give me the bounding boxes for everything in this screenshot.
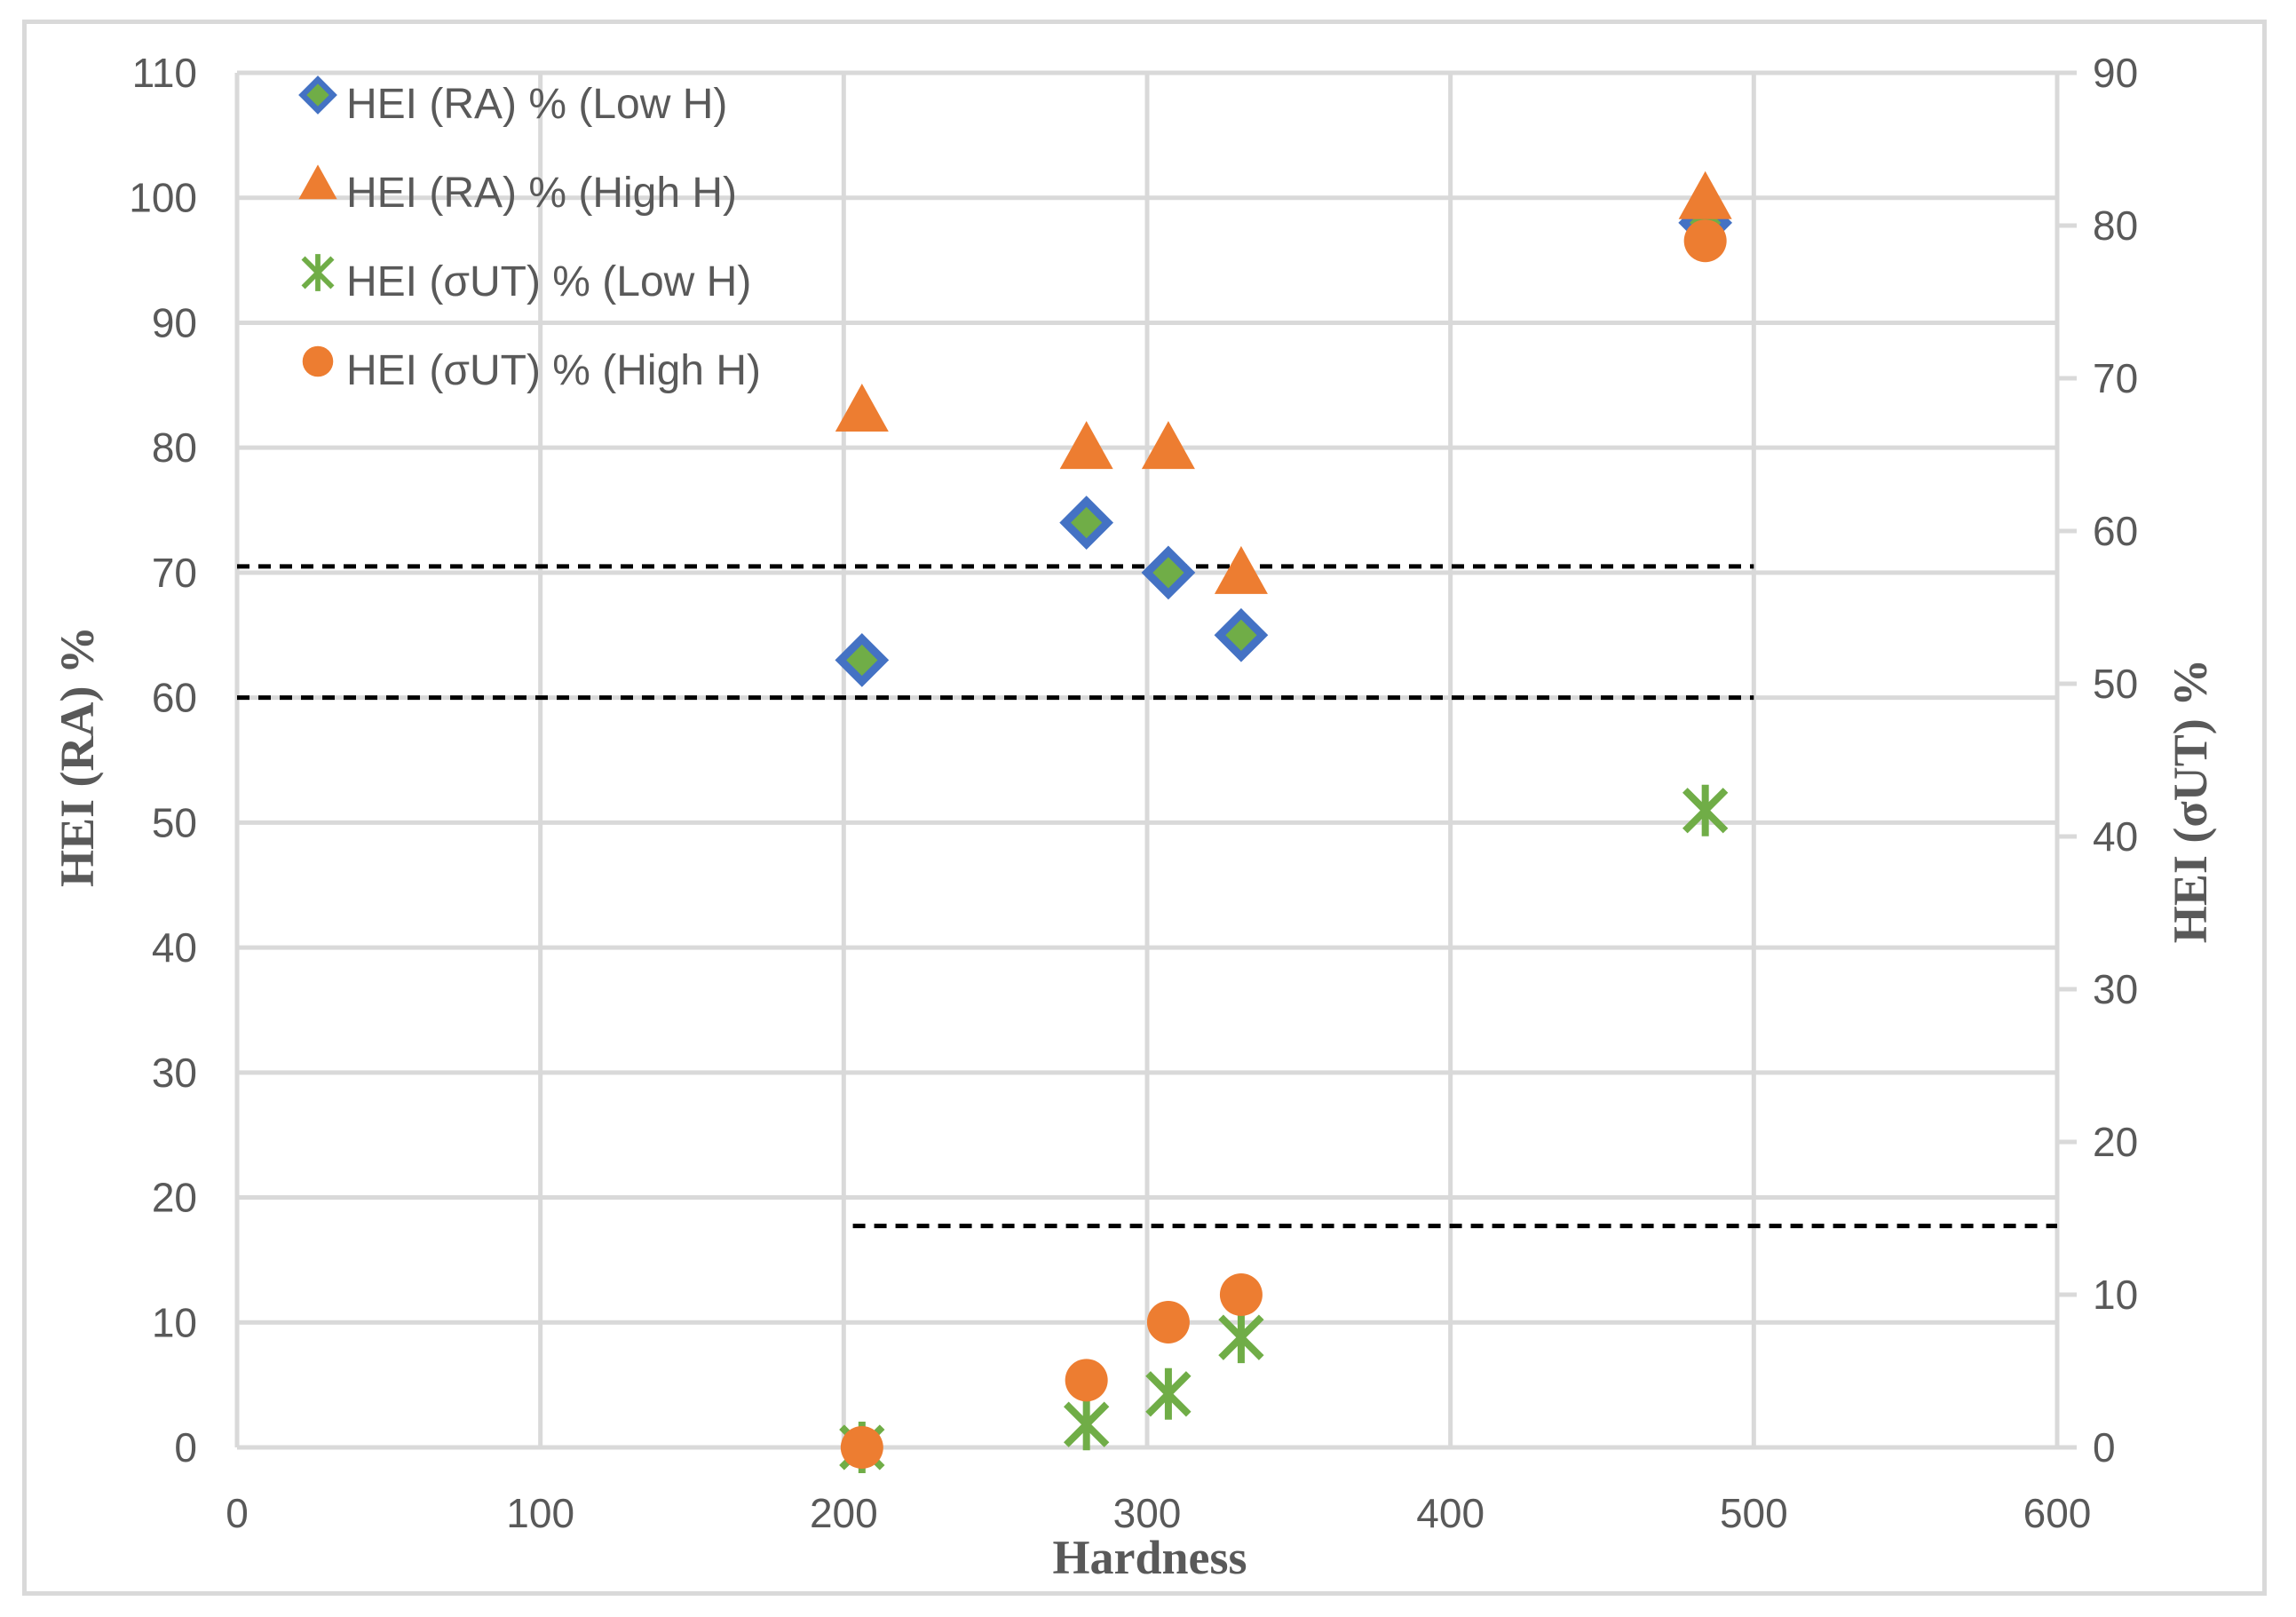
legend-item: HEI (RA) % (Low H) [298,75,727,128]
legend-label: HEI (RA) % (Low H) [346,81,727,128]
legend: HEI (RA) % (Low H) HEI (RA) % (High H) H… [298,75,761,394]
y2-tick-label: 30 [2093,966,2138,1012]
legend-symbol-star [301,254,335,291]
data-point-star [1682,784,1729,836]
y2-tick-label: 70 [2093,355,2138,401]
data-point-circle [1146,1300,1190,1344]
legend-label: HEI (σUT) % (High H) [346,347,761,394]
y-axis-left-ticks: 0 10 20 30 40 50 60 70 80 90 100 110 [129,50,197,1470]
data-point-circle [1683,219,1727,263]
x-axis-title: Hardness [1052,1531,1247,1584]
data-point-triangle [1059,421,1113,470]
x-axis-ticks: 0 100 200 300 400 500 600 [226,1490,2091,1536]
y2-tick-label: 80 [2093,202,2138,249]
y-tick-label: 20 [152,1175,197,1221]
y2-tick-label: 40 [2093,813,2138,860]
data-point-triangle [835,383,889,432]
y-tick-label: 80 [152,424,197,471]
legend-marker-circle [302,345,334,377]
data-point-triangle [1678,170,1732,219]
x-tick-label: 200 [810,1490,878,1536]
data-point-circle [840,1426,883,1469]
data-point-diamond [1214,607,1269,662]
data-point-star [1064,1399,1110,1451]
scatter-chart: 0 100 200 300 400 500 600 01020304050607080901… [51,50,2217,1584]
y-tick-label: 30 [152,1050,197,1096]
y-axis-left-title: HEI (RA) % [51,626,104,887]
y-tick-label: 10 [152,1299,197,1345]
y2-tick-label: 60 [2093,508,2138,554]
y-tick-label: 60 [152,675,197,721]
y2-tick-label: 90 [2093,50,2138,96]
data-point-triangle [1214,545,1268,594]
data-point-triangle [1141,421,1195,470]
legend-symbol-circle [302,345,334,377]
y-tick-label: 100 [129,175,197,221]
y-tick-label: 40 [152,924,197,971]
data-markers [835,170,1733,1473]
legend-label: HEI (σUT) % (Low H) [346,258,751,305]
data-point-diamond [835,633,890,687]
legend-label: HEI (RA) % (High H) [346,170,737,217]
data-point-star [1145,1367,1192,1420]
y-axis-right-ticks: 0 10 20 30 40 50 60 70 80 90 [2093,50,2138,1470]
y2-tick-label: 10 [2093,1272,2138,1318]
legend-item: HEI (σUT) % (High H) [302,345,761,394]
legend-marker-triangle [298,164,337,200]
x-tick-label: 100 [506,1490,574,1536]
chart-frame: 0 100 200 300 400 500 600 0 10 20 30 40 50 60 70 80 90 1… [22,20,2267,1596]
x-tick-label: 500 [1720,1490,1788,1536]
x-tick-label: 600 [2023,1490,2092,1536]
reference-lines [237,564,2057,1229]
y-tick-label: 0 [174,1424,197,1470]
x-tick-label: 400 [1416,1490,1484,1536]
y2-tick-label: 50 [2093,661,2138,707]
data-point-circle [1065,1359,1108,1402]
legend-symbol-diamond [298,75,337,115]
y-tick-label: 70 [152,550,197,596]
data-point-star [1218,1312,1264,1364]
y-tick-label: 110 [132,50,197,96]
legend-marker-diamond [298,75,337,115]
x-tick-label: 300 [1113,1490,1182,1536]
data-point-diamond [1059,495,1114,550]
legend-item: HEI (σUT) % (Low H) [301,254,751,305]
y2-tick-label: 0 [2093,1424,2116,1470]
x-tick-label: 0 [226,1490,249,1536]
y-tick-label: 90 [152,299,197,345]
legend-marker-star [301,254,335,291]
y2-tick-label: 20 [2093,1119,2138,1165]
y-axis-right-title: HEI (σUT) % [2164,659,2217,943]
data-point-circle [1219,1273,1263,1316]
legend-item: HEI (RA) % (High H) [298,164,737,217]
y-tick-label: 50 [152,799,197,845]
data-point-diamond [1141,545,1196,600]
legend-symbol-triangle [298,164,337,200]
